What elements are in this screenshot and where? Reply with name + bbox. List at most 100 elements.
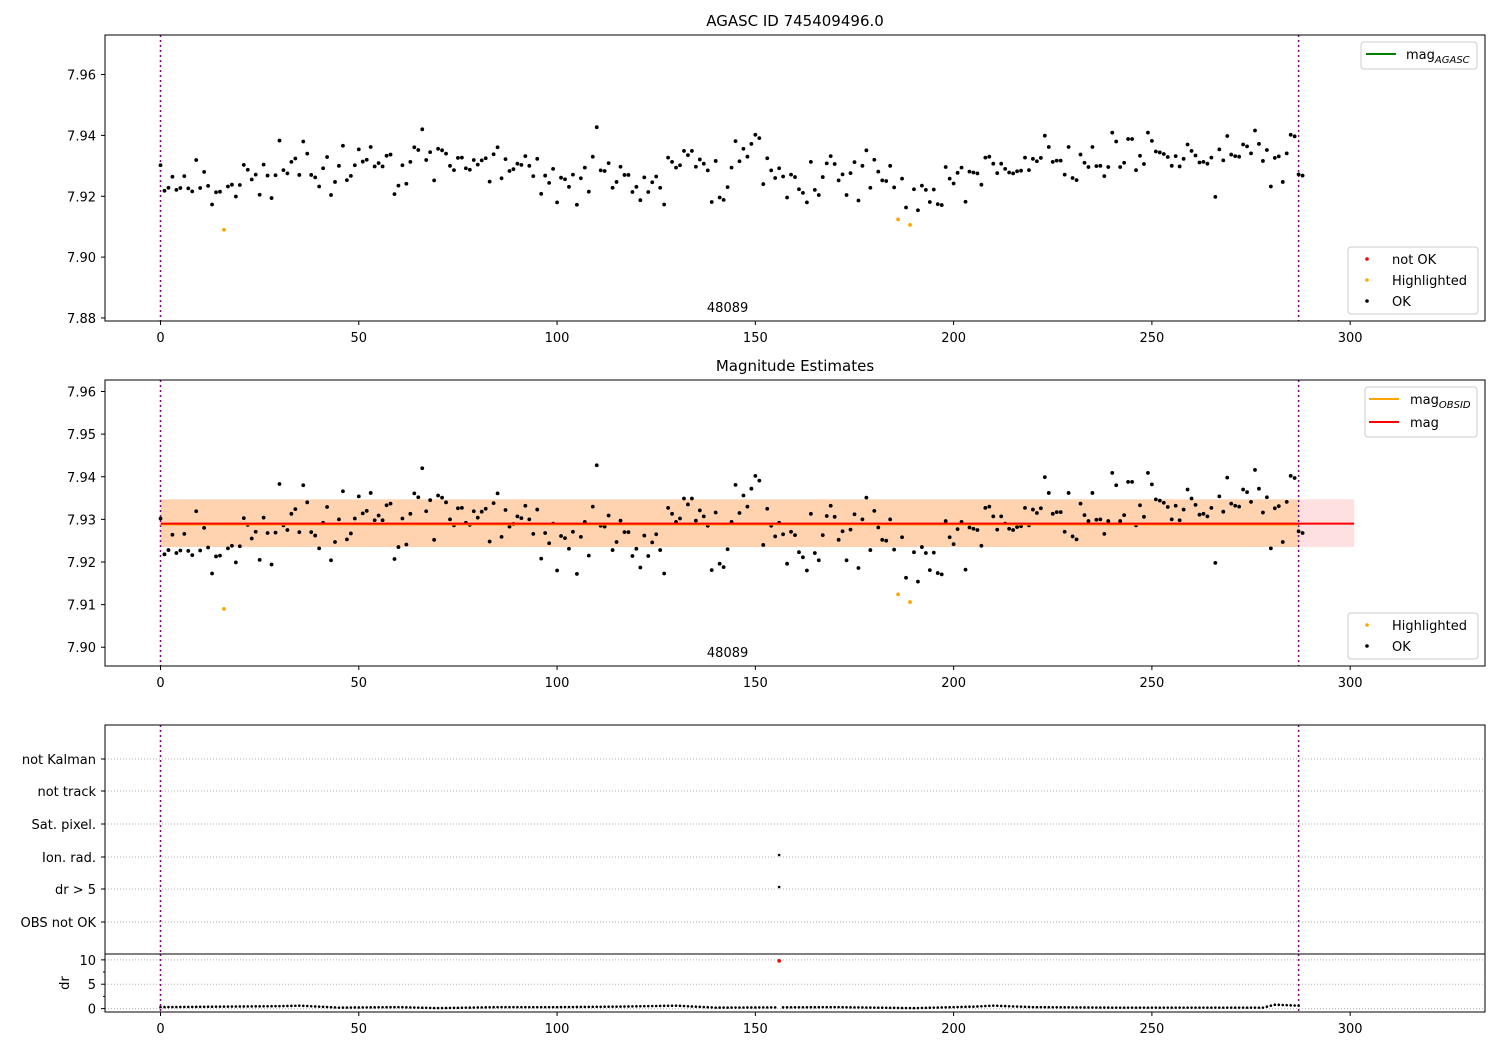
ok-point xyxy=(372,164,377,169)
ok-point xyxy=(1249,500,1253,504)
ok-point xyxy=(872,157,877,162)
dr-point xyxy=(190,1005,194,1009)
ok-point xyxy=(618,518,623,523)
ok-point xyxy=(166,185,171,190)
ok-point xyxy=(1078,501,1083,506)
dr-point xyxy=(587,1005,591,1009)
dr-point xyxy=(198,1005,202,1009)
ok-point xyxy=(888,163,893,168)
dr-point xyxy=(496,1005,499,1009)
ok-point xyxy=(1209,155,1214,160)
dr-point xyxy=(884,1006,888,1010)
ok-point xyxy=(348,531,353,536)
ok-point xyxy=(511,167,516,172)
ok-point xyxy=(840,172,845,177)
ok-point xyxy=(662,571,667,576)
ok-point xyxy=(1126,137,1131,141)
legend-label: magOBSID xyxy=(1410,393,1471,411)
ok-point xyxy=(654,532,659,537)
ok-point xyxy=(1102,174,1107,179)
dr-point xyxy=(1007,1004,1011,1008)
ok-point xyxy=(737,159,742,164)
dr-point xyxy=(892,1006,896,1010)
ok-point xyxy=(321,166,326,171)
ok-point xyxy=(265,531,270,535)
ok-point xyxy=(634,546,639,551)
ok-point xyxy=(404,542,409,547)
dr-point xyxy=(1281,1003,1285,1007)
ok-point xyxy=(725,547,730,552)
dr-point xyxy=(805,1005,809,1009)
legend-label: Highlighted xyxy=(1392,619,1467,634)
y-axis-label: dr xyxy=(58,976,73,990)
ok-point xyxy=(574,202,579,207)
dr-point xyxy=(194,1005,198,1009)
ok-point xyxy=(1292,476,1297,480)
legend-marker xyxy=(1365,278,1369,282)
ok-point xyxy=(380,518,385,523)
dr-point xyxy=(793,1005,797,1009)
ok-point xyxy=(1142,514,1146,519)
ok-point xyxy=(931,550,936,555)
ok-point xyxy=(479,158,484,163)
ok-point xyxy=(912,187,916,192)
dr-point xyxy=(734,1006,737,1009)
ok-point xyxy=(852,160,857,165)
ok-point xyxy=(555,200,559,205)
ok-point xyxy=(749,142,754,146)
ok-point xyxy=(1078,152,1083,157)
dr-point xyxy=(904,1006,908,1010)
dr-point xyxy=(984,1004,987,1008)
ok-point xyxy=(463,166,468,171)
ok-point xyxy=(769,168,774,173)
ok-point xyxy=(277,138,282,143)
ok-point xyxy=(741,493,746,498)
dr-point xyxy=(1019,1005,1023,1008)
ok-point xyxy=(448,163,452,168)
ok-point xyxy=(963,199,968,204)
dr-point xyxy=(516,1005,519,1009)
ok-point xyxy=(448,517,452,522)
ok-point xyxy=(804,200,809,205)
ok-point xyxy=(939,572,944,577)
y-tick-label: 7.96 xyxy=(67,69,96,84)
ok-point xyxy=(563,536,567,541)
ok-point xyxy=(1066,491,1071,495)
ok-point xyxy=(487,539,492,544)
ok-point xyxy=(555,568,559,573)
ok-point xyxy=(971,526,976,531)
ok-point xyxy=(515,514,520,519)
ok-point xyxy=(1300,531,1305,535)
ok-point xyxy=(416,148,421,152)
ok-point xyxy=(388,501,393,506)
ok-point xyxy=(535,507,540,512)
y-tick-label: 7.92 xyxy=(67,556,96,571)
ok-point xyxy=(241,163,246,167)
legend-label: not OK xyxy=(1392,253,1437,268)
ok-point xyxy=(804,568,809,573)
ok-point xyxy=(487,179,492,184)
dr-point xyxy=(520,1005,523,1009)
ok-point xyxy=(1205,161,1210,166)
ok-point xyxy=(590,504,595,509)
ok-point xyxy=(1102,531,1107,536)
dr-point xyxy=(179,1005,182,1009)
dr-point xyxy=(290,1004,293,1008)
dr-point xyxy=(1126,1006,1130,1009)
dr-point xyxy=(876,1006,880,1009)
dr-point xyxy=(305,1004,309,1008)
dr-point xyxy=(202,1005,206,1009)
ok-point xyxy=(344,537,349,542)
ok-point xyxy=(519,516,524,520)
dr-point xyxy=(738,1006,741,1009)
ok-point xyxy=(495,491,500,496)
dr-point xyxy=(845,1005,848,1009)
dr-point xyxy=(476,1006,480,1009)
ok-point xyxy=(567,546,571,551)
dr-point xyxy=(643,1004,646,1008)
dr-point xyxy=(1221,1006,1225,1009)
dr-point xyxy=(809,1005,813,1009)
dr-point xyxy=(1071,1006,1074,1009)
ok-point xyxy=(1221,509,1226,514)
ok-point xyxy=(1193,153,1198,158)
